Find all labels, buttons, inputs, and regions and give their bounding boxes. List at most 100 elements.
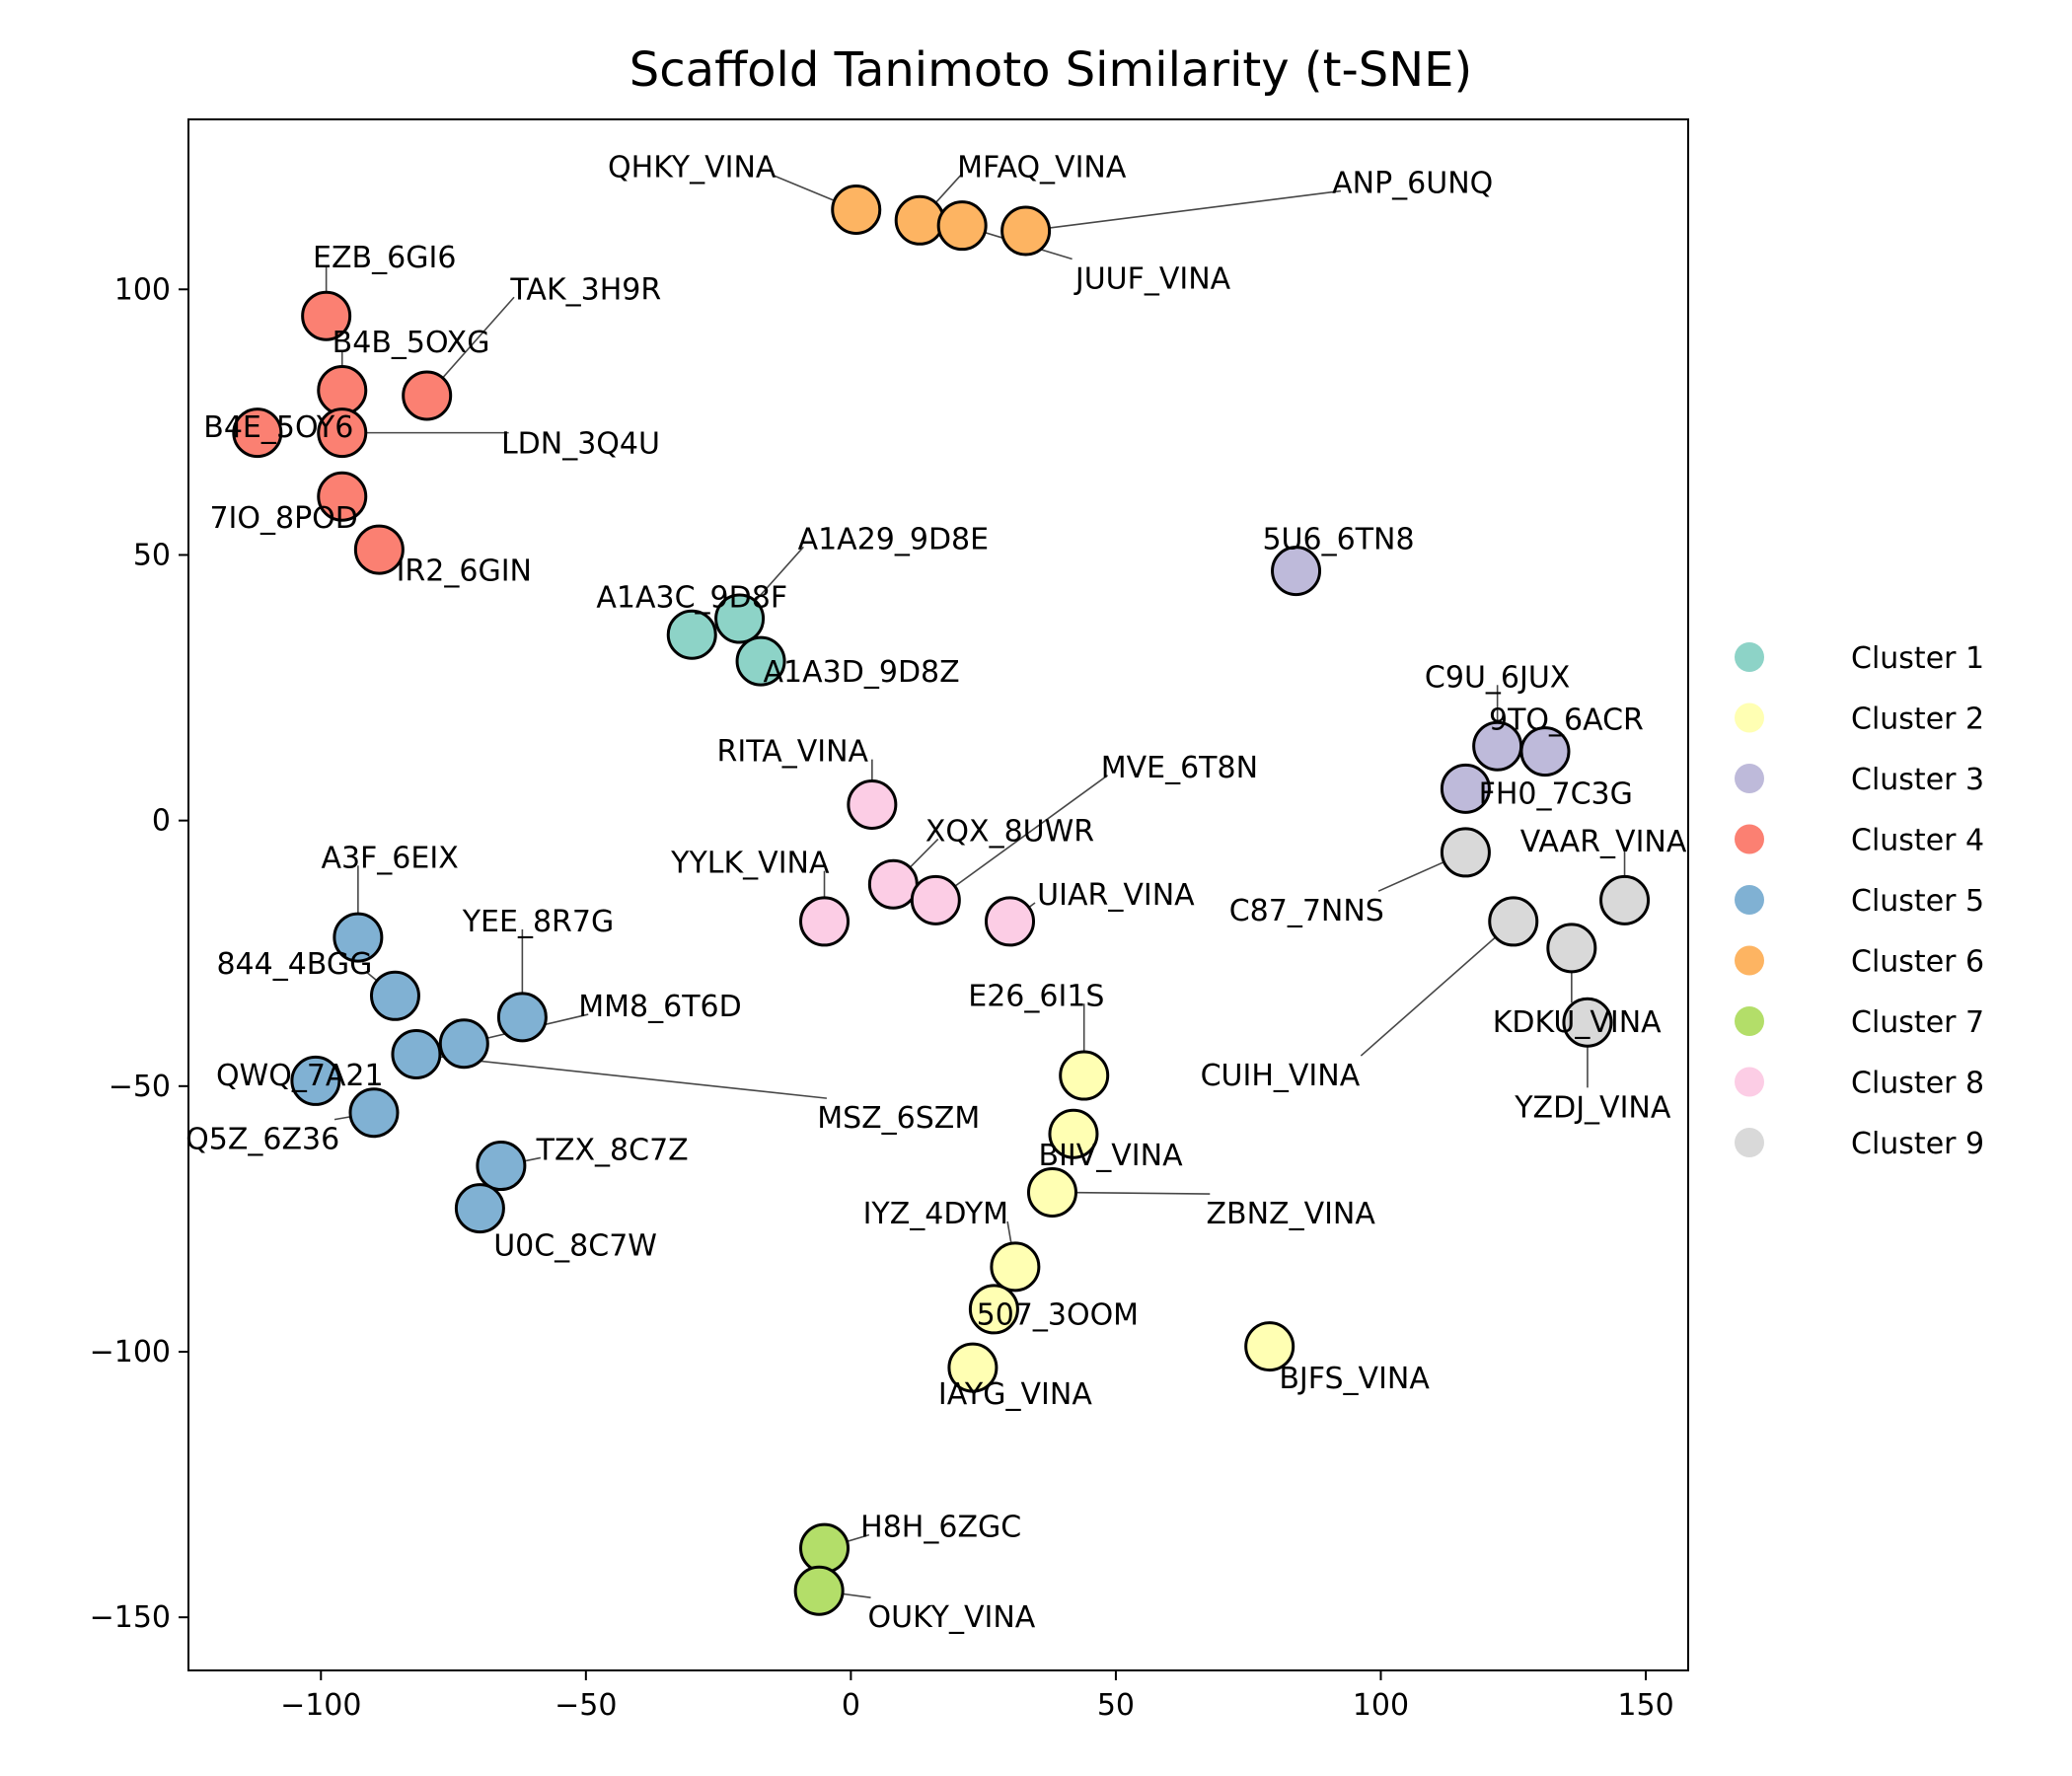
data-point: [1488, 896, 1539, 947]
data-point: [476, 1141, 527, 1192]
point-label: TAK_3H9R: [509, 272, 661, 307]
point-label: U0C_8C7W: [493, 1228, 657, 1263]
data-point: [990, 1241, 1041, 1293]
legend-marker: [1735, 945, 1764, 976]
point-label: YEE_8R7G: [462, 905, 615, 939]
point-label: BJFS_VINA: [1279, 1362, 1430, 1396]
legend-label: Cluster 5: [1851, 884, 1984, 919]
y-tick-label: 0: [152, 804, 171, 839]
leader-line: [1052, 1191, 1211, 1195]
legend-label: Cluster 6: [1851, 945, 1984, 980]
point-label: JUUF_VINA: [1073, 262, 1231, 297]
point-label: 9TO_6ACR: [1489, 703, 1644, 737]
legend-marker: [1735, 703, 1764, 733]
y-tick-label: −100: [90, 1335, 171, 1369]
point-label: 844_4BGG: [216, 947, 372, 982]
point-label: MSZ_6SZM: [817, 1101, 980, 1136]
leader-line: [1025, 189, 1342, 232]
legend-marker: [1735, 1067, 1764, 1097]
point-label: YZDJ_VINA: [1514, 1090, 1671, 1125]
point-label: XQX_8UWR: [925, 814, 1094, 849]
point-label: ZBNZ_VINA: [1206, 1197, 1375, 1231]
data-point: [1562, 997, 1613, 1048]
point-label: Q5Z_6Z36: [185, 1123, 339, 1157]
point-label: ANP_6UNQ: [1332, 167, 1493, 201]
legend: Cluster 1 Cluster 2 Cluster 3 Cluster 4 Clus…: [1735, 641, 1984, 1161]
data-point: [714, 593, 766, 644]
point-label: A1A29_9D8E: [798, 522, 990, 556]
data-point: [391, 1029, 442, 1080]
point-label: MVE_6T8N: [1101, 751, 1258, 785]
point-label: LDN_3Q4U: [501, 426, 660, 461]
x-tick-label: 100: [1353, 1688, 1409, 1723]
data-point: [333, 912, 384, 963]
data-point: [1000, 205, 1052, 257]
data-point: [232, 407, 283, 459]
data-point: [496, 992, 548, 1043]
point-label: 507_3OOM: [977, 1297, 1139, 1332]
x-tick-label: −100: [280, 1688, 361, 1723]
leader-line: [1360, 921, 1515, 1057]
point-label: A1A3C_9D8F: [596, 581, 787, 616]
y-tick-label: −50: [109, 1070, 171, 1104]
point-label: KDKU_VINA: [1493, 1005, 1662, 1040]
point-label: TZX_8C7Z: [536, 1133, 689, 1167]
data-point: [290, 1055, 341, 1106]
x-tick-label: 0: [842, 1688, 860, 1723]
data-point: [438, 1018, 489, 1070]
point-label: RITA_VINA: [717, 735, 869, 770]
data-point: [353, 524, 405, 575]
point-label: C9U_6JUX: [1425, 660, 1570, 695]
data-point: [799, 896, 851, 947]
point-label: A1A3D_9D8Z: [764, 655, 960, 690]
point-label: B4B_5OXG: [333, 326, 490, 360]
point-label: UIAR_VINA: [1037, 878, 1195, 913]
plot-frame: [187, 118, 1689, 1671]
data-point: [317, 365, 368, 416]
legend-label: Cluster 9: [1851, 1127, 1984, 1161]
point-label: H8H_6ZGC: [860, 1511, 1021, 1545]
point-label: VAAR_VINA: [1520, 825, 1687, 859]
point-label: MFAQ_VINA: [957, 150, 1127, 185]
legend-marker: [1735, 1006, 1764, 1036]
point-label: IR2_6GIN: [397, 555, 532, 589]
axes: −100 −50 0 50 100 150 −150 −100 −50 0 50 100: [90, 118, 1689, 1723]
data-point: [1271, 546, 1322, 597]
x-tick-label: −50: [555, 1688, 617, 1723]
data-point: [1059, 1050, 1110, 1101]
point-label: CUIH_VINA: [1201, 1059, 1361, 1093]
legend-label: Cluster 8: [1851, 1067, 1984, 1101]
legend-marker: [1735, 885, 1764, 915]
legend-label: Cluster 3: [1851, 763, 1984, 797]
chart-title: Scaffold Tanimoto Similarity (t-SNE): [629, 42, 1472, 98]
data-point: [985, 896, 1036, 947]
data-point: [317, 407, 368, 459]
legend-marker: [1735, 824, 1764, 854]
data-point: [867, 858, 919, 910]
y-tick-label: 50: [133, 538, 171, 572]
data-point: [454, 1183, 505, 1234]
legend-marker: [1735, 642, 1764, 672]
data-point: [1546, 923, 1597, 974]
point-label: IAYG_VINA: [938, 1377, 1092, 1412]
point-label: A3F_6EIX: [321, 841, 458, 875]
legend-label: Cluster 1: [1851, 641, 1984, 676]
data-point: [947, 1342, 999, 1393]
point-label: QWQ_7A21: [216, 1059, 384, 1093]
y-tick-label: 100: [114, 272, 171, 307]
data-points: [232, 185, 1651, 1616]
legend-marker: [1735, 1128, 1764, 1157]
point-label: 7IO_8POD: [209, 501, 357, 536]
data-point: [847, 778, 898, 830]
data-point: [369, 970, 420, 1021]
data-point: [1440, 827, 1491, 878]
data-point: [1519, 726, 1571, 777]
point-label: B4E_5OY6: [203, 410, 353, 445]
data-point: [1440, 763, 1491, 814]
data-point: [348, 1087, 400, 1139]
point-label: EZB_6GI6: [313, 241, 456, 275]
point-label: OUKY_VINA: [868, 1600, 1036, 1635]
point-label: 5U6_6TN8: [1262, 522, 1414, 556]
point-label: IYZ_4DYM: [863, 1197, 1008, 1231]
